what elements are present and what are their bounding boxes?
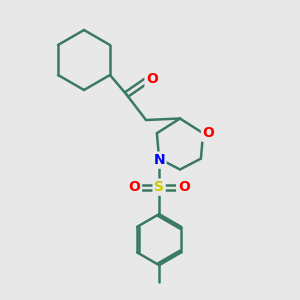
Text: O: O bbox=[202, 126, 214, 140]
Text: O: O bbox=[178, 180, 190, 194]
Text: O: O bbox=[146, 73, 158, 86]
Text: S: S bbox=[154, 180, 164, 194]
Text: N: N bbox=[153, 153, 165, 167]
Text: O: O bbox=[129, 180, 140, 194]
